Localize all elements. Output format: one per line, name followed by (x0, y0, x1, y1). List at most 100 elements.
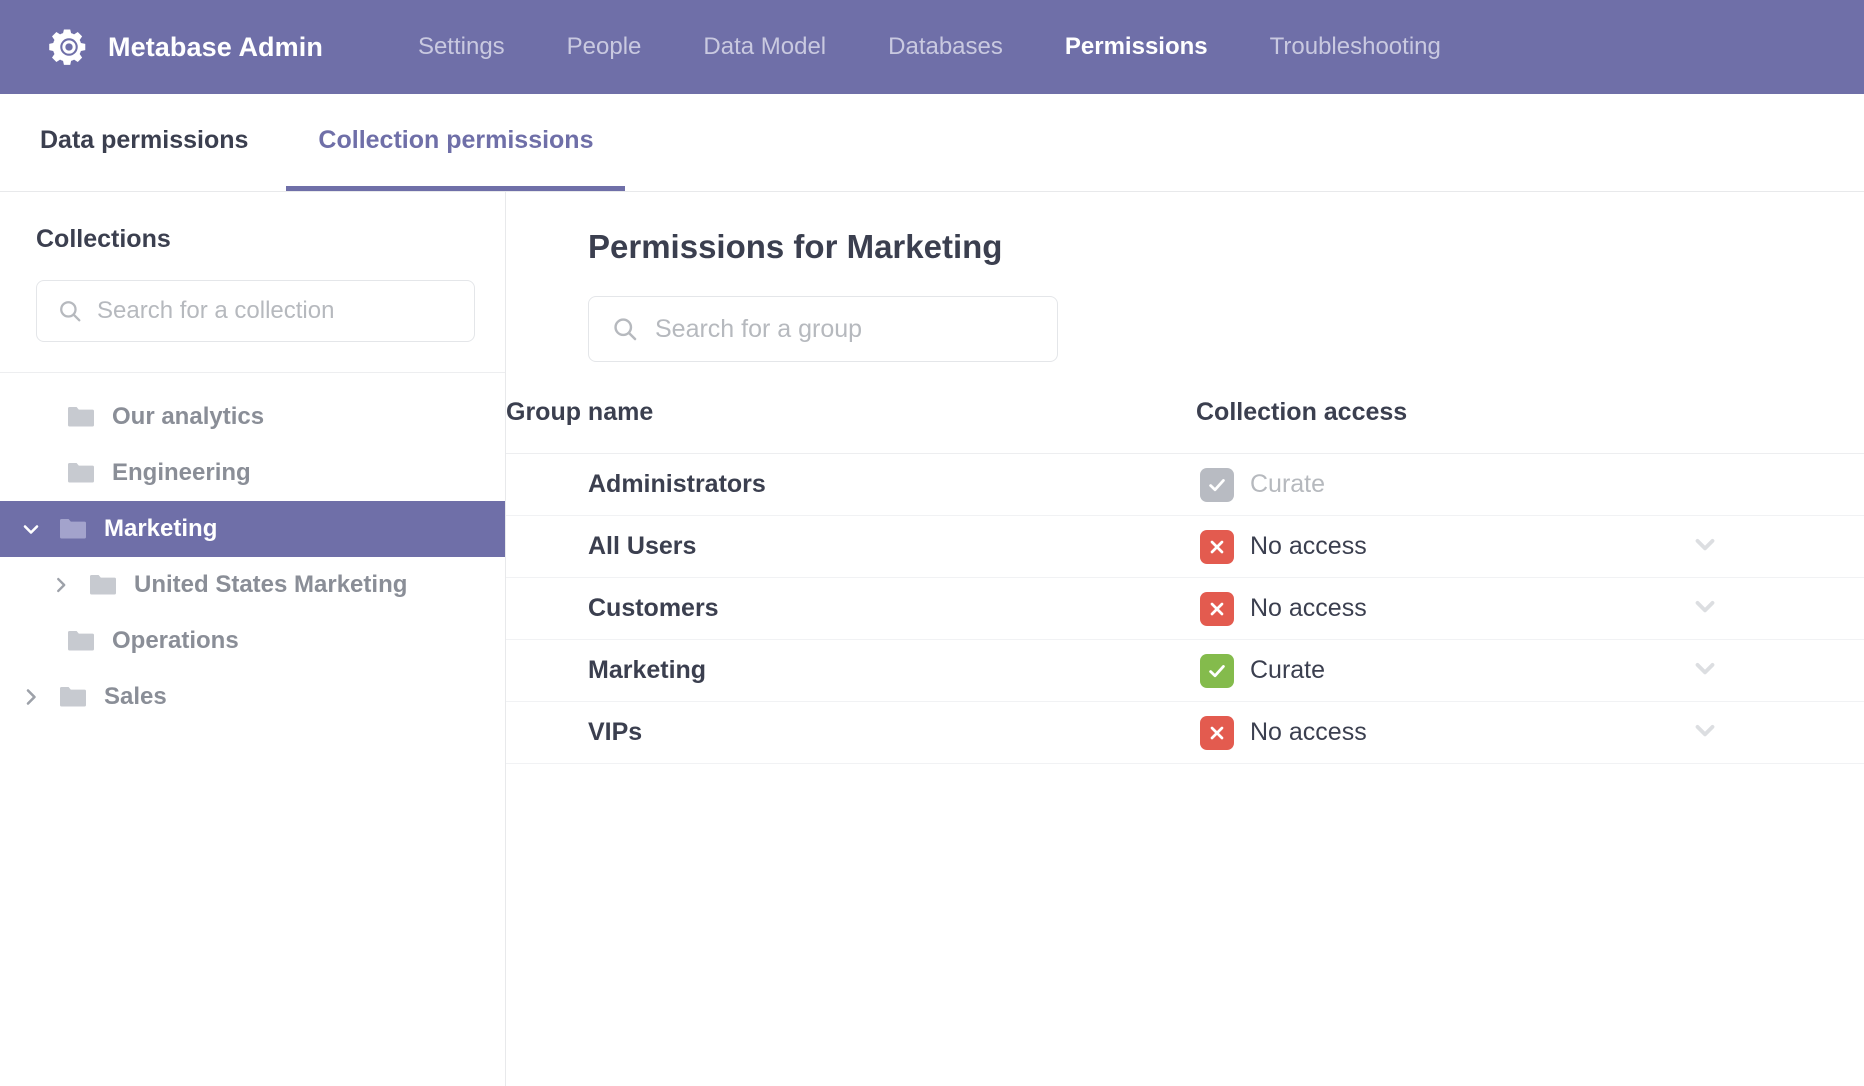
permissions-tab-bar: Data permissions Collection permissions (0, 94, 1864, 192)
row-action-cell[interactable] (1664, 639, 1864, 702)
collection-access-cell[interactable]: No access (1196, 701, 1664, 764)
sidebar-title: Collections (36, 225, 171, 253)
collection-access-cell[interactable]: No access (1196, 577, 1664, 640)
folder-icon (60, 519, 86, 539)
row-action-cell[interactable] (1664, 577, 1864, 640)
collection-access-cell[interactable]: Curate (1196, 639, 1664, 702)
row-action-cell[interactable] (1664, 701, 1864, 764)
access-label: Curate (1250, 656, 1326, 684)
tree-expand-toggle-sales[interactable] (16, 685, 46, 709)
tab-data-permissions[interactable]: Data permissions (40, 125, 249, 154)
access-display: No access (1200, 529, 1664, 564)
tree-item-sales[interactable]: Sales (0, 669, 505, 725)
chevron-down-icon[interactable] (1690, 529, 1720, 559)
table-row: Customers No access (506, 577, 1864, 640)
access-label: No access (1250, 718, 1367, 746)
tree-item-engineering[interactable]: Engineering (0, 445, 505, 501)
gear-icon (49, 29, 86, 65)
access-display: Curate (1200, 653, 1664, 688)
table-header-row: Group name Collection access (506, 398, 1864, 454)
close-icon (1210, 726, 1224, 739)
tree-item-marketing[interactable]: Marketing (0, 501, 505, 557)
group-name-cell: Customers (506, 577, 1196, 640)
tree-item-label: United States Marketing (134, 571, 408, 598)
tree-item-label: Sales (104, 683, 167, 710)
sidebar-header: Collections Search for a collection (0, 192, 505, 372)
chevron-down-icon[interactable] (1690, 591, 1720, 621)
table-head: Group name Collection access (506, 398, 1864, 454)
tree-item-our-analytics[interactable]: Our analytics (0, 389, 505, 445)
chevron-down-icon (23, 525, 39, 534)
access-display: No access (1200, 715, 1664, 750)
status-badge (1200, 591, 1234, 626)
table-row: All Users No access (506, 515, 1864, 578)
folder-icon (68, 631, 94, 651)
group-name-cell: VIPs (506, 701, 1196, 764)
check-icon (1209, 664, 1225, 677)
sidebar-divider (0, 372, 505, 373)
collections-sidebar: Collections Search for a collection (0, 192, 506, 1086)
column-header-actions (1664, 398, 1864, 454)
group-search-placeholder: Search for a group (655, 314, 863, 343)
table-row: Marketing Curate (506, 639, 1864, 702)
permissions-table: Group name Collection access Administrat… (506, 398, 1864, 764)
folder-icon (68, 463, 94, 483)
tree-item-label: Our analytics (112, 403, 265, 430)
permissions-main-panel: Permissions for Marketing Search for a g… (506, 192, 1864, 1086)
page-body: Collections Search for a collection (0, 192, 1864, 1086)
group-name-cell: Marketing (506, 639, 1196, 702)
top-navigation-bar: Metabase Admin Settings People Data Mode… (0, 0, 1864, 94)
tree-item-united-states-marketing[interactable]: United States Marketing (0, 557, 505, 613)
check-icon (1209, 478, 1225, 491)
collection-search-input[interactable]: Search for a collection (36, 280, 475, 342)
access-label: No access (1250, 594, 1367, 622)
nav-link-databases[interactable]: Databases (888, 33, 1003, 60)
chevron-down-icon[interactable] (1690, 715, 1720, 745)
close-icon (1210, 540, 1224, 553)
column-header-collection-access: Collection access (1196, 398, 1664, 454)
nav-link-settings[interactable]: Settings (417, 33, 505, 60)
chevron-right-icon (57, 577, 66, 593)
brand-title: Metabase Admin (108, 31, 323, 62)
status-badge (1200, 529, 1234, 564)
tree-expand-toggle-marketing[interactable] (16, 517, 46, 541)
page-title: Permissions for Marketing (588, 228, 1003, 265)
collection-access-cell: Curate (1196, 453, 1664, 516)
table-body: Administrators Curate (506, 453, 1864, 764)
status-badge (1200, 715, 1234, 750)
close-icon (1210, 602, 1224, 615)
tree-expand-toggle-us-marketing[interactable] (46, 574, 76, 596)
nav-link-troubleshooting[interactable]: Troubleshooting (1269, 33, 1441, 60)
column-header-group-name: Group name (506, 398, 1196, 454)
access-label: Curate (1250, 470, 1326, 498)
chevron-right-icon (26, 689, 36, 705)
nav-link-people[interactable]: People (566, 33, 642, 60)
folder-icon (68, 407, 94, 427)
collection-access-cell[interactable]: No access (1196, 515, 1664, 578)
folder-icon (60, 687, 86, 707)
nav-link-permissions[interactable]: Permissions (1064, 33, 1208, 60)
chevron-down-icon[interactable] (1690, 653, 1720, 683)
brand-logo[interactable]: Metabase Admin (48, 26, 323, 68)
tree-item-label: Marketing (104, 515, 218, 542)
access-display: Curate (1200, 467, 1664, 502)
table-row: VIPs No access (506, 701, 1864, 764)
folder-icon (90, 575, 116, 595)
status-badge (1200, 653, 1234, 688)
row-action-cell[interactable] (1664, 515, 1864, 578)
tree-item-operations[interactable]: Operations (0, 613, 505, 669)
search-icon (614, 318, 637, 341)
group-name-cell: All Users (506, 515, 1196, 578)
access-label: No access (1250, 532, 1367, 560)
tree-item-label: Operations (112, 627, 239, 654)
table-row: Administrators Curate (506, 453, 1864, 516)
tree-item-label: Engineering (112, 459, 251, 486)
access-display: No access (1200, 591, 1664, 626)
collection-search-placeholder: Search for a collection (97, 297, 335, 324)
tab-collection-permissions[interactable]: Collection permissions (286, 94, 626, 191)
nav-links: Settings People Data Model Databases Per… (387, 33, 1472, 61)
group-search-input[interactable]: Search for a group (588, 296, 1058, 362)
nav-link-data-model[interactable]: Data Model (703, 33, 827, 60)
collections-tree: Our analytics Engineering (0, 373, 505, 725)
